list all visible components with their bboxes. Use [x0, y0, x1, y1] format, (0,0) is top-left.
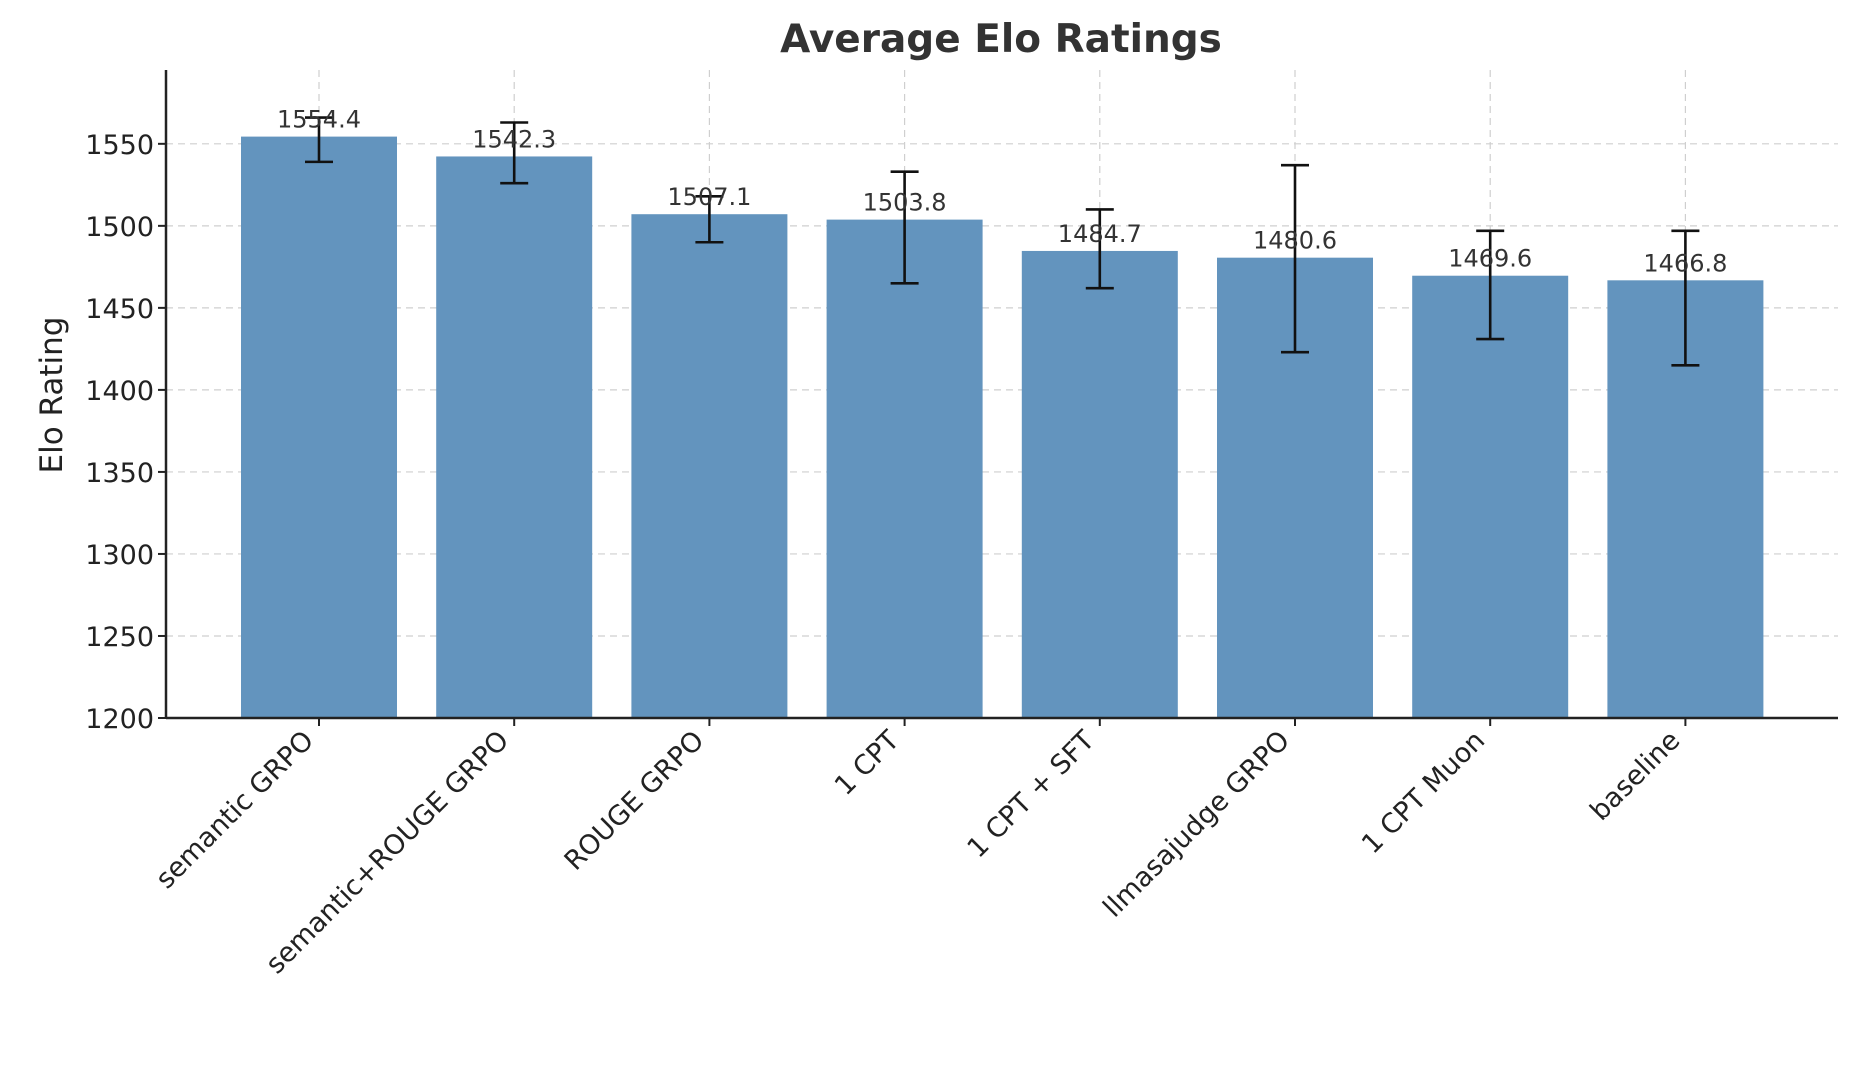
x-tick-label: ROUGE GRPO	[559, 725, 711, 877]
y-tick-label: 1450	[85, 294, 154, 325]
bar-value-label: 1503.8	[863, 189, 947, 217]
bar	[1412, 275, 1569, 718]
bar-value-label: 1466.8	[1643, 249, 1727, 277]
bar-value-label: 1484.7	[1058, 220, 1142, 248]
bar-value-label: 1507.1	[667, 183, 751, 211]
bar-value-label: 1542.3	[472, 125, 556, 153]
x-tick-label: baseline	[1584, 725, 1686, 827]
bar	[1021, 250, 1178, 718]
y-tick-label: 1550	[85, 130, 154, 161]
chart-title: Average Elo Ratings	[780, 17, 1222, 62]
y-tick-label: 1200	[85, 704, 154, 735]
y-tick-label: 1350	[85, 458, 154, 489]
bar	[436, 156, 593, 718]
value-labels-layer: 1554.4 1542.3 1507.1 1503.8 1484.7 1480.6 1469…	[277, 106, 1727, 278]
y-tick-label: 1250	[85, 622, 154, 653]
y-tick-label: 1400	[85, 376, 154, 407]
bar-value-label: 1480.6	[1253, 227, 1337, 255]
bars-layer	[241, 136, 1764, 718]
bar	[241, 136, 397, 718]
x-tick-label: llmasajudge GRPO	[1097, 725, 1296, 924]
error-bars-layer	[305, 116, 1700, 367]
y-tick-label: 1500	[85, 212, 154, 243]
bar-value-label: 1469.6	[1448, 245, 1532, 273]
x-tick-label: 1 CPT	[829, 725, 906, 802]
x-tick-label: 1 CPT Muon	[1356, 725, 1491, 860]
y-ticks-layer: 1200 1250 1300 1350 1400 1450 1500 1550	[85, 130, 166, 735]
bar	[826, 219, 983, 718]
bar	[631, 214, 788, 718]
grid-layer	[166, 70, 1838, 718]
y-tick-label: 1300	[85, 540, 154, 571]
axes-layer	[164, 70, 1838, 720]
x-tick-label: 1 CPT + SFT	[962, 725, 1102, 865]
y-axis-label: Elo Rating	[34, 317, 70, 474]
bar-value-label: 1554.4	[277, 106, 361, 134]
x-tick-label: semantic GRPO	[150, 725, 320, 895]
